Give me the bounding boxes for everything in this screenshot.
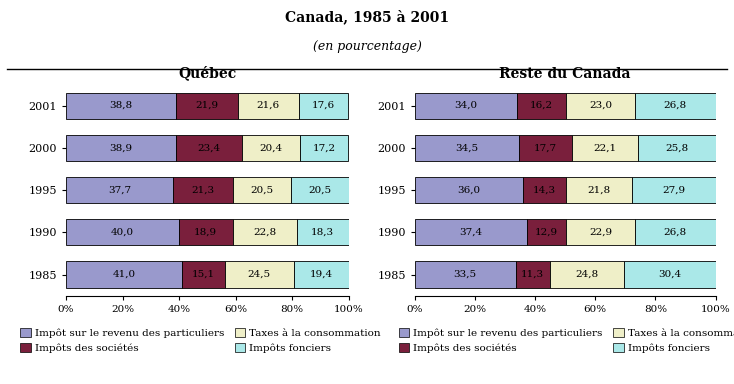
Bar [639,135,716,161]
Bar [182,262,225,288]
Text: (en pourcentage): (en pourcentage) [313,40,421,53]
Title: Reste du Canada: Reste du Canada [499,66,631,81]
Bar [299,135,349,161]
Text: 25,8: 25,8 [666,143,688,152]
Bar [635,93,716,119]
Bar [527,219,566,245]
Text: 38,8: 38,8 [109,101,132,110]
Text: 26,8: 26,8 [664,101,687,110]
Text: 11,3: 11,3 [521,270,544,279]
Text: 20,5: 20,5 [308,185,331,195]
Text: 23,0: 23,0 [589,101,612,110]
Text: 18,9: 18,9 [195,228,217,237]
Text: 21,9: 21,9 [195,101,218,110]
Text: 12,9: 12,9 [535,228,559,237]
Bar [179,219,233,245]
Bar [566,177,632,203]
Bar [566,219,635,245]
Bar [415,262,515,288]
Bar [415,177,523,203]
Bar [415,93,517,119]
Bar [297,219,349,245]
Text: 33,5: 33,5 [454,270,476,279]
Bar [550,262,624,288]
Text: 23,4: 23,4 [197,143,221,152]
Text: 24,8: 24,8 [575,270,598,279]
Bar [299,93,349,119]
Bar [624,262,716,288]
Text: 27,9: 27,9 [662,185,686,195]
Bar [176,135,242,161]
Text: 36,0: 36,0 [457,185,481,195]
Text: 20,5: 20,5 [250,185,273,195]
Bar [242,135,299,161]
Bar [225,262,294,288]
Bar [415,219,527,245]
Text: 22,8: 22,8 [253,228,276,237]
Bar [238,93,299,119]
Text: 34,0: 34,0 [454,101,477,110]
Text: 16,2: 16,2 [530,101,553,110]
Bar [66,177,172,203]
Text: 40,0: 40,0 [111,228,134,237]
Text: 38,9: 38,9 [109,143,133,152]
Text: 41,0: 41,0 [112,270,136,279]
Text: 30,4: 30,4 [658,270,681,279]
Text: 17,6: 17,6 [312,101,335,110]
Bar [566,93,635,119]
Bar [523,177,566,203]
Bar [518,135,572,161]
Text: 15,1: 15,1 [192,270,215,279]
Bar [517,93,566,119]
Bar [233,219,297,245]
Bar [635,219,716,245]
Bar [291,177,349,203]
Title: Québec: Québec [178,66,236,81]
Text: 18,3: 18,3 [311,228,335,237]
Bar [66,93,175,119]
Bar [175,93,238,119]
Bar [233,177,291,203]
Text: 22,1: 22,1 [594,143,617,152]
Text: 21,3: 21,3 [191,185,214,195]
Text: 21,6: 21,6 [257,101,280,110]
Bar [294,262,349,288]
Text: 26,8: 26,8 [664,228,687,237]
Text: 34,5: 34,5 [455,143,478,152]
Text: 14,3: 14,3 [533,185,556,195]
Bar [632,177,716,203]
Text: 21,8: 21,8 [587,185,611,195]
Bar [66,219,179,245]
Text: 37,4: 37,4 [459,228,482,237]
Bar [415,135,518,161]
Text: 22,9: 22,9 [589,228,612,237]
Legend: Impôt sur le revenu des particuliers, Impôts des sociétés, Taxes à la consommati: Impôt sur le revenu des particuliers, Im… [399,328,734,353]
Bar [172,177,233,203]
Text: Canada, 1985 à 2001: Canada, 1985 à 2001 [285,10,449,25]
Bar [572,135,639,161]
Text: 19,4: 19,4 [310,270,333,279]
Text: 17,7: 17,7 [534,143,556,152]
Legend: Impôt sur le revenu des particuliers, Impôts des sociétés, Taxes à la consommati: Impôt sur le revenu des particuliers, Im… [21,328,381,353]
Bar [515,262,550,288]
Bar [66,262,182,288]
Text: 24,5: 24,5 [247,270,271,279]
Text: 17,2: 17,2 [313,143,335,152]
Text: 37,7: 37,7 [108,185,131,195]
Bar [66,135,176,161]
Text: 20,4: 20,4 [259,143,283,152]
